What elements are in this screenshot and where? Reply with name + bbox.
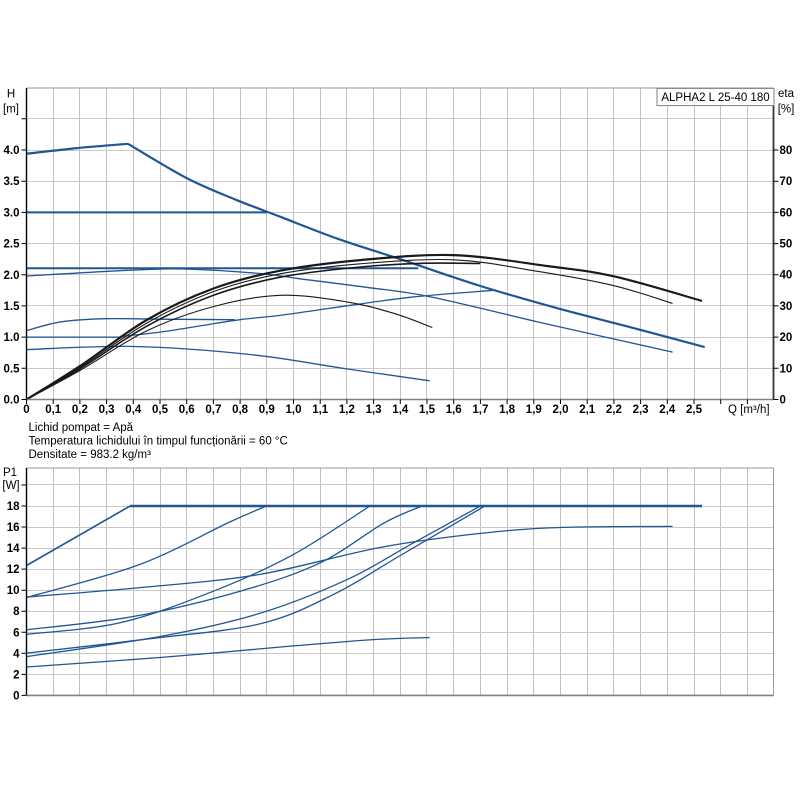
svg-text:1,3: 1,3 [366,404,382,416]
svg-text:70: 70 [780,176,793,188]
svg-text:4: 4 [13,648,20,660]
svg-text:1,1: 1,1 [312,404,329,416]
svg-text:18: 18 [7,501,20,513]
svg-text:H: H [7,89,15,101]
svg-text:1.0: 1.0 [4,332,20,344]
svg-text:0: 0 [23,404,29,416]
svg-text:1,9: 1,9 [526,404,542,416]
svg-text:[m]: [m] [3,104,19,116]
svg-text:0,1: 0,1 [45,404,62,416]
svg-text:Q [m³/h]: Q [m³/h] [728,404,770,416]
svg-text:50: 50 [780,239,793,251]
svg-text:2,0: 2,0 [553,404,569,416]
svg-text:8: 8 [13,606,20,618]
svg-text:0,7: 0,7 [205,404,221,416]
svg-text:1,7: 1,7 [472,404,488,416]
svg-text:10: 10 [780,363,793,375]
svg-text:2,3: 2,3 [633,404,649,416]
svg-text:30: 30 [780,301,793,313]
svg-text:2,1: 2,1 [579,404,596,416]
svg-text:3.0: 3.0 [4,207,20,219]
svg-text:2,2: 2,2 [606,404,622,416]
svg-text:P1: P1 [3,467,17,479]
svg-text:[W]: [W] [2,480,19,492]
svg-text:Densitate = 983.2 kg/m³: Densitate = 983.2 kg/m³ [29,449,152,461]
svg-text:0,3: 0,3 [99,404,115,416]
svg-text:0,5: 0,5 [152,404,169,416]
svg-text:16: 16 [7,522,20,534]
svg-text:0,9: 0,9 [259,404,275,416]
svg-text:1,5: 1,5 [419,404,436,416]
svg-text:0.0: 0.0 [4,395,20,407]
svg-text:eta: eta [778,88,795,100]
svg-text:0,4: 0,4 [125,404,142,416]
svg-text:12: 12 [7,564,20,576]
svg-text:2.5: 2.5 [4,239,21,251]
svg-text:ALPHA2 L 25-40 180: ALPHA2 L 25-40 180 [661,92,769,104]
svg-text:2: 2 [13,669,19,681]
svg-text:2.0: 2.0 [4,270,20,282]
svg-text:14: 14 [7,543,20,555]
svg-text:40: 40 [780,270,793,282]
svg-text:4.0: 4.0 [4,145,20,157]
svg-text:[%]: [%] [778,104,795,116]
svg-text:0,8: 0,8 [232,404,249,416]
svg-text:1.5: 1.5 [4,301,21,313]
svg-text:60: 60 [780,207,793,219]
svg-text:0: 0 [13,690,19,702]
svg-text:3.5: 3.5 [4,176,21,188]
svg-text:Temperatura lichidului în timp: Temperatura lichidului în timpul funcțio… [29,436,288,448]
svg-text:Lichid pompat = Apă: Lichid pompat = Apă [29,422,134,434]
svg-text:1,8: 1,8 [499,404,516,416]
svg-text:0.5: 0.5 [4,363,21,375]
svg-text:1,2: 1,2 [339,404,355,416]
svg-text:6: 6 [13,627,19,639]
svg-text:0,2: 0,2 [72,404,88,416]
svg-text:0: 0 [780,395,786,407]
svg-text:10: 10 [7,585,20,597]
svg-text:2,4: 2,4 [659,404,676,416]
svg-text:80: 80 [780,145,793,157]
svg-text:1,6: 1,6 [446,404,462,416]
svg-text:2,5: 2,5 [686,404,703,416]
svg-text:1,0: 1,0 [286,404,302,416]
svg-text:0,6: 0,6 [179,404,195,416]
svg-text:1,4: 1,4 [392,404,409,416]
svg-text:20: 20 [780,332,793,344]
